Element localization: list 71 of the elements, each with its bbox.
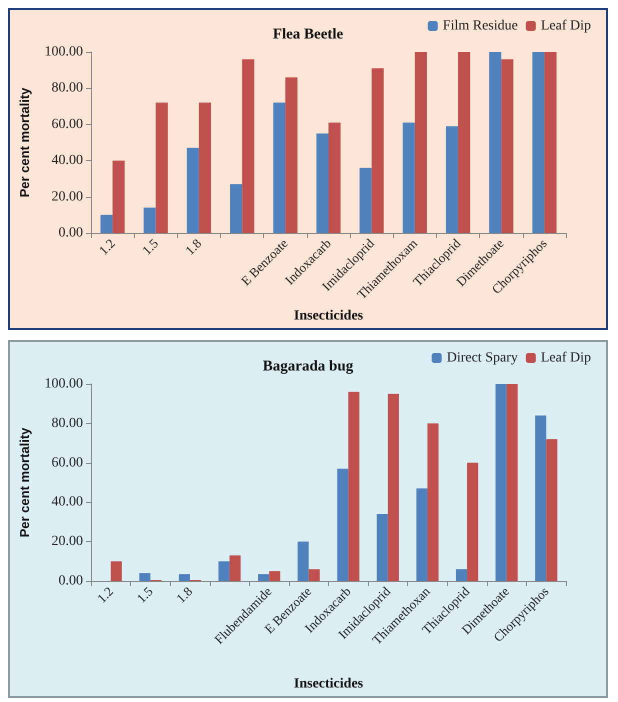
bar [273,102,286,233]
bar [178,574,190,581]
bar [348,392,360,581]
bar [269,571,280,581]
bar [328,122,341,233]
bar [546,439,558,581]
x-tick-label: 1.2 [94,584,116,606]
bar [230,184,242,233]
x-axis-title: Insecticides [294,308,364,324]
bar [501,59,514,233]
y-tick-label: 40.00 [52,153,83,168]
y-tick-label: 0.00 [58,574,83,588]
bar [242,59,254,233]
bar [110,561,122,581]
y-tick-label: 20.00 [52,189,83,204]
y-tick-label: 20.00 [52,534,83,550]
x-tick-label: 1.5 [134,584,156,606]
bar [489,52,502,233]
bar [372,68,384,233]
y-tick-label: 40.00 [52,494,83,510]
bar [316,133,328,233]
bar [496,384,507,581]
bar [388,394,399,581]
x-tick-label: 1.5 [138,236,162,258]
y-tick-label: 80.00 [52,416,83,431]
y-tick-label: 60.00 [52,455,83,470]
bar [458,52,470,233]
bar [402,122,415,233]
legend-label: Film Residue [442,18,518,34]
bar [532,52,544,233]
bar [337,468,348,581]
bar [360,168,372,233]
bar [144,208,156,233]
bar [427,423,439,581]
bar [414,52,427,233]
bar [156,102,168,233]
y-axis-title: Per cent mortality [17,426,32,538]
y-tick-label: 80.00 [52,80,83,96]
chart-title: Bagarada bug [262,358,354,374]
y-tick-label: 100.00 [44,376,83,392]
y-tick-label: 100.00 [44,44,83,60]
bar [298,542,309,581]
legend-label: Direct Spary [446,350,518,366]
x-tick-label: 1.2 [96,236,118,258]
bar [456,569,468,581]
x-tick-label: 1.8 [182,236,204,258]
bar [376,514,388,581]
bar [308,569,320,581]
bar [139,573,150,581]
x-tick-label: 1.8 [173,584,196,606]
y-tick-label: 60.00 [52,116,83,132]
bar [285,77,298,233]
bar [112,160,125,233]
bar [198,102,212,233]
bar [544,52,556,233]
bar [218,561,230,581]
bar [446,126,458,233]
legend-label: Leaf Dip [540,18,592,34]
bar [230,555,241,581]
bar [186,148,199,233]
bar [258,574,270,581]
y-axis-title: Per cent mortality [17,86,32,198]
legend-label: Leaf Dip [540,350,592,366]
bar [535,416,546,581]
chart-title: Flea Beetle [272,26,344,42]
x-axis-title: Insecticides [294,676,364,692]
bar [100,214,113,233]
y-tick-label: 0.00 [58,226,83,240]
bar [506,384,518,581]
bar [467,462,478,581]
bar [416,488,428,581]
